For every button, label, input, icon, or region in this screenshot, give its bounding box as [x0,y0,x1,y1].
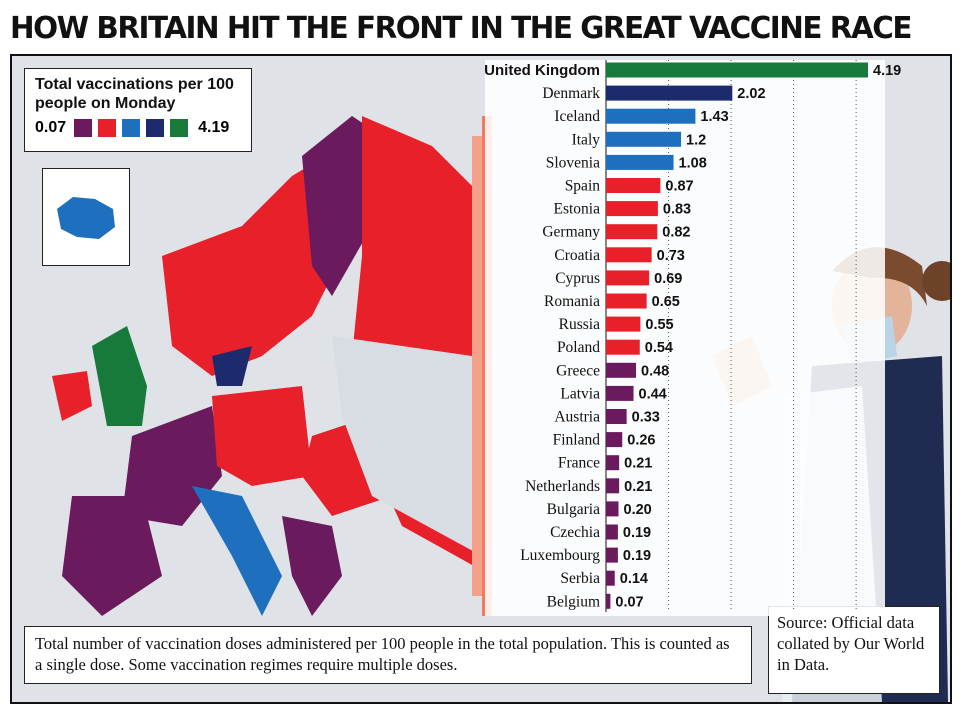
footnote: Total number of vaccination doses admini… [24,626,752,684]
data-label: 0.19 [623,525,651,541]
legend-swatch-4 [146,119,165,137]
category-label: Italy [572,131,601,148]
data-label: 0.73 [657,248,685,264]
category-label: Spain [565,178,601,195]
iceland-map-shape [57,197,115,239]
legend-min-label: 0.07 [35,119,67,136]
legend-scale: 0.07 4.19 [35,119,241,137]
bar-greece [606,362,637,378]
data-label: 4.19 [873,63,901,79]
bar-cyprus [606,270,650,286]
bar-belgium [606,593,611,609]
data-label: 0.44 [639,386,667,402]
bar-romania [606,293,647,309]
legend-swatch-3 [122,119,141,137]
data-label: 0.65 [652,294,680,310]
bar-slovenia [606,154,674,170]
data-label: 0.87 [665,179,693,195]
data-label: 0.20 [624,502,652,518]
data-label: 0.33 [632,410,660,426]
bar-russia [606,316,641,332]
bar-germany [606,224,658,240]
category-label: Luxembourg [520,547,600,564]
data-label: 0.48 [641,363,669,379]
data-label: 0.07 [615,594,643,610]
bar-united-kingdom [606,62,868,78]
data-label: 0.21 [624,456,652,472]
data-label: 1.2 [686,132,706,148]
legend: Total vaccinations per 100 people on Mon… [24,68,252,152]
data-label: 0.14 [620,571,648,587]
category-label: Greece [556,362,600,379]
category-label: Germany [542,224,600,241]
bar-czechia [606,524,618,540]
category-label: United Kingdom [484,62,600,79]
data-label: 0.69 [654,271,682,287]
category-label: Austria [554,409,600,426]
bar-finland [606,432,623,448]
category-label: Finland [553,432,601,449]
legend-swatch-5 [170,119,189,137]
bar-croatia [606,247,652,263]
source-note: Source: Official data collated by Our Wo… [768,606,940,694]
bar-bulgaria [606,501,619,517]
data-label: 0.55 [645,317,673,333]
page-title: HOW BRITAIN HIT THE FRONT IN THE GREAT V… [10,11,912,46]
category-label: Denmark [542,85,600,102]
bar-austria [606,409,627,424]
bar-latvia [606,385,634,401]
data-label: 0.83 [663,202,691,218]
category-label: Czechia [550,524,600,541]
bar-estonia [606,201,658,217]
data-label: 2.02 [737,86,765,102]
bar-france [606,455,620,471]
legend-title: Total vaccinations per 100 people on Mon… [35,76,234,112]
legend-swatch-2 [98,119,117,137]
bar-netherlands [606,478,620,494]
data-label: 0.26 [627,433,655,449]
bar-luxembourg [606,547,618,563]
legend-swatch-1 [74,119,93,137]
bar-serbia [606,570,615,586]
category-label: Belgium [547,593,600,610]
category-label: Cyprus [555,270,600,287]
category-label: Croatia [554,247,600,264]
bar-denmark [606,85,733,101]
category-label: Estonia [554,201,601,218]
data-label: 0.54 [645,340,673,356]
category-label: Romania [544,293,600,310]
data-label: 1.43 [700,109,728,125]
bar-italy [606,131,682,147]
data-label: 0.21 [624,479,652,495]
category-label: Latvia [560,385,600,402]
iceland-inset [42,168,130,266]
bar-iceland [606,108,696,124]
data-label: 0.19 [623,548,651,564]
category-label: Slovenia [546,154,600,171]
bar-spain [606,178,661,193]
category-label: Iceland [554,108,600,125]
category-label: Serbia [560,570,600,587]
legend-max-label: 4.19 [198,119,230,136]
category-label: France [558,455,600,472]
bar-poland [606,339,640,355]
data-label: 0.82 [662,225,690,241]
category-label: Poland [557,339,600,356]
category-label: Russia [559,316,600,333]
data-label: 1.08 [679,155,707,171]
chart-background [485,60,885,616]
category-label: Bulgaria [547,501,600,518]
category-label: Netherlands [525,478,600,495]
